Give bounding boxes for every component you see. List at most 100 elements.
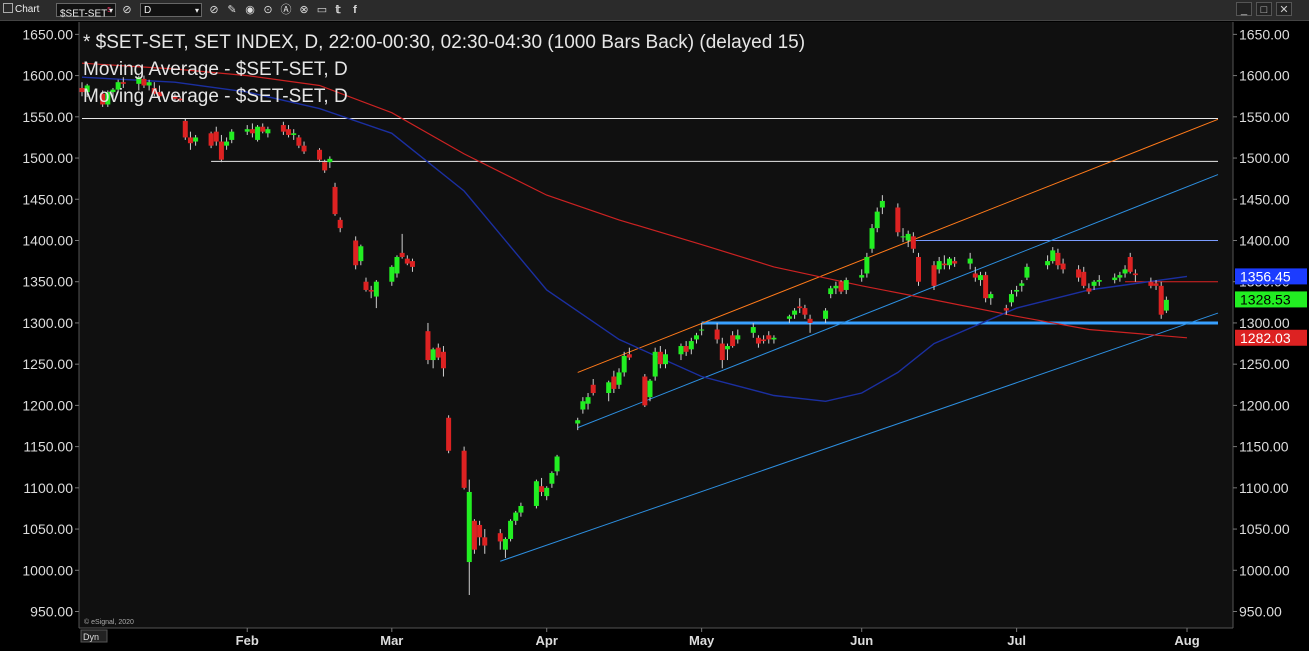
candle-body xyxy=(905,233,911,241)
candle-body xyxy=(249,129,255,134)
candle-body xyxy=(616,372,622,385)
candle-body xyxy=(1148,281,1154,286)
candle-body xyxy=(936,261,942,270)
maximize-button[interactable]: □ xyxy=(1256,2,1272,16)
candle-body xyxy=(260,126,266,132)
window-icon[interactable]: ▭ xyxy=(316,4,328,16)
candle-body xyxy=(693,335,699,340)
moving-average-long xyxy=(81,62,1188,339)
reload-icon[interactable]: ⊘ xyxy=(209,4,219,16)
facebook-icon[interactable]: f xyxy=(353,4,357,16)
candle-body xyxy=(755,337,761,344)
candle-body xyxy=(151,87,157,94)
candle-body xyxy=(802,308,808,315)
y-tick-label-left: 1050.00 xyxy=(22,521,73,537)
candle-body xyxy=(430,349,436,361)
pencil-icon[interactable]: ✎ xyxy=(227,4,237,16)
candle-body xyxy=(611,376,617,389)
close-button[interactable]: ✕ xyxy=(1276,2,1292,16)
candle-body xyxy=(265,129,271,134)
settings-icon[interactable]: ⊙ xyxy=(263,4,273,16)
alert-icon[interactable]: ⊗ xyxy=(299,4,309,16)
link-icon[interactable]: ⊘ xyxy=(122,4,132,16)
candle-body xyxy=(626,354,632,358)
dyn-button[interactable] xyxy=(80,629,108,643)
y-tick-label-right: 1500.00 xyxy=(1239,150,1290,166)
candle-body xyxy=(182,120,188,138)
candle-body xyxy=(916,256,922,282)
candle-body xyxy=(900,236,906,238)
candle-body xyxy=(647,380,653,398)
symbol-input[interactable]: $SET-SET5 ▾ xyxy=(56,3,116,19)
twitter-icon[interactable]: 𝕥 xyxy=(335,4,341,16)
y-tick-label-right: 1100.00 xyxy=(1239,480,1289,496)
candle-body xyxy=(952,261,958,264)
candle-body xyxy=(714,329,720,340)
candle-body xyxy=(255,126,261,140)
candle-body xyxy=(1019,283,1025,286)
candle-body xyxy=(724,346,730,350)
last-value-tag xyxy=(1235,291,1307,308)
candle-body xyxy=(224,141,230,146)
candle-body xyxy=(533,481,539,506)
y-tick-label-left: 1550.00 xyxy=(22,109,73,125)
candle-body xyxy=(244,129,250,132)
y-tick-label-right: 1550.00 xyxy=(1239,109,1290,125)
candle-body xyxy=(482,537,488,546)
last-value-tag xyxy=(1235,329,1307,346)
y-tick-label-right: 1050.00 xyxy=(1239,521,1290,537)
candle-body xyxy=(440,351,446,369)
eye-icon[interactable]: ◉ xyxy=(245,4,255,16)
candle-body xyxy=(508,520,514,539)
candle-body xyxy=(735,335,741,340)
toolbar: Chart $SET-SET5 ▾ ⊘ D ▾ ⊘ ✎ ◉ ⊙ Ⓐ ⊗ ▭ 𝕥 f … xyxy=(0,0,1309,21)
candle-body xyxy=(502,538,508,550)
last-value-label: 1356.45 xyxy=(1240,268,1291,284)
y-tick-label-right: 950.00 xyxy=(1239,604,1282,620)
interval-input[interactable]: D ▾ xyxy=(140,3,202,17)
candle-body xyxy=(1112,277,1118,281)
legend-title: * $SET-SET, SET INDEX, D, 22:00-00:30, 0… xyxy=(83,32,805,53)
y-tick-label-left: 1300.00 xyxy=(22,315,73,331)
y-tick-label-right: 1450.00 xyxy=(1239,191,1290,207)
candle-body xyxy=(177,98,183,101)
candle-body xyxy=(879,200,885,208)
candle-body xyxy=(1163,299,1169,311)
candle-body xyxy=(471,520,477,550)
y-tick-label-left: 1400.00 xyxy=(22,232,73,248)
candle-body xyxy=(688,341,694,350)
candle-body xyxy=(1096,280,1102,282)
minimize-button[interactable]: _ xyxy=(1236,2,1252,16)
candle-body xyxy=(652,351,658,377)
candle-body xyxy=(322,162,328,171)
candle-body xyxy=(1060,263,1066,270)
candle-body xyxy=(193,137,199,142)
plot-background xyxy=(79,22,1233,628)
a-icon[interactable]: Ⓐ xyxy=(280,4,292,16)
candle-body xyxy=(156,92,162,97)
candle-body xyxy=(967,258,973,264)
candle-body xyxy=(606,382,612,394)
y-tick-label-left: 1100.00 xyxy=(23,480,73,496)
y-tick-label-left: 1350.00 xyxy=(22,274,73,290)
candle-body xyxy=(699,329,705,331)
candle-body xyxy=(823,310,829,319)
candle-body xyxy=(761,339,767,342)
channel-lower xyxy=(577,174,1219,429)
candle-body xyxy=(1014,289,1020,292)
dyn-label: Dyn xyxy=(83,632,99,642)
candle-body xyxy=(461,450,467,488)
candle-body xyxy=(110,89,116,93)
y-tick-label-left: 1200.00 xyxy=(22,397,73,413)
y-tick-label-left: 1450.00 xyxy=(22,191,73,207)
y-tick-label-right: 1000.00 xyxy=(1239,562,1290,578)
candle-body xyxy=(946,258,952,266)
candle-body xyxy=(1024,266,1030,278)
candle-body xyxy=(1158,285,1164,315)
y-tick-label-left: 1650.00 xyxy=(22,26,73,42)
x-tick-label: May xyxy=(689,633,715,648)
y-tick-label-right: 1400.00 xyxy=(1239,232,1290,248)
candle-body xyxy=(218,141,224,160)
candle-body xyxy=(1091,281,1097,286)
